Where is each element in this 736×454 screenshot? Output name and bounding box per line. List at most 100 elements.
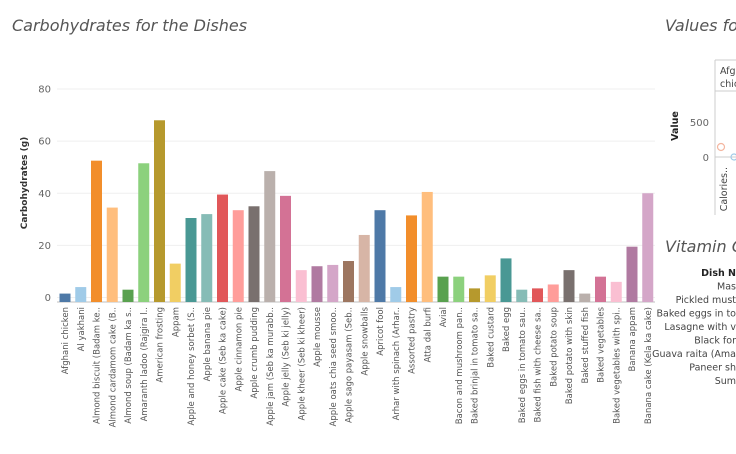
bar[interactable] [91,160,102,302]
x-tick-label: Apple cake (Seb ka cake) [219,307,229,414]
x-tick-label: Baked eggs in tomato sau.. [518,307,528,423]
y-tick-label: 20 [38,241,51,252]
bar[interactable] [469,288,480,302]
bar[interactable] [343,261,354,302]
x-tick-label: Baked egg [502,307,512,352]
dish-list-header: Dish N [701,268,736,279]
right-panel: Afgha chic Value 500 0 Calories.. Dish N… [652,59,736,387]
chart-title: Carbohydrates for the Dishes [12,16,248,35]
bar[interactable] [547,284,559,302]
x-tick-label: Baked potato soup [549,307,559,387]
bar[interactable] [453,276,465,302]
bar[interactable] [626,246,638,302]
bar[interactable] [122,289,134,302]
bar[interactable] [579,293,591,302]
dish-list-item: Baked eggs in to [657,309,736,320]
y-tick-label: 60 [38,137,51,148]
bar[interactable] [406,215,417,302]
bar[interactable] [437,276,449,302]
x-tick-label: Appam [171,307,181,337]
bar[interactable] [185,218,197,302]
x-tick-label: American frosting [156,307,166,383]
y-axis-ticks: 0 20 40 60 80 [38,85,51,305]
x-axis-labels: Afghani chicken Al yakhani Almond biscuit … [61,306,654,427]
bar[interactable] [500,258,512,302]
x-tick-label: Baked custard [486,307,496,368]
dish-list-item: Paneer sh [689,363,736,374]
bar[interactable] [532,288,543,302]
x-tick-label: Apple snowballs [360,306,370,375]
vitamin-c-title: Vitamin C [665,237,736,256]
x-tick-label: Almond soup (Badam ka s.. [124,307,134,424]
y-tick-label: 80 [38,85,51,96]
dish-list-item: Pickled must [676,295,736,306]
bar[interactable] [358,234,370,302]
x-tick-label: Apple jelly (Seb ki jelly) [282,307,292,407]
bar[interactable] [421,191,433,302]
y-tick-label: 0 [45,293,51,304]
x-tick-label: Atta dal burfi [423,307,433,363]
dish-list: Dish N Mas Pickled must Baked eggs in to Las… [652,268,736,387]
bar[interactable] [642,193,654,302]
y-axis-label: Carbohydrates (g) [20,137,30,230]
bar[interactable] [59,293,71,302]
bar[interactable] [154,120,165,303]
bar[interactable] [248,206,260,302]
x-tick-label: Arhar with spinach (Arhar.. [392,307,402,420]
x-tick-label: Apple banana pie [203,307,213,381]
bar[interactable] [516,289,528,302]
bar[interactable] [374,210,386,302]
x-tick-label: Apple mousse [313,307,323,367]
bar[interactable] [327,264,339,302]
x-tick-label: Amaranth ladoo (Rajgira l.. [140,307,150,421]
dish-list-item: Mas [717,282,736,293]
bar[interactable] [563,270,575,302]
x-tick-label: Baked fish with cheese sa.. [534,307,544,423]
bar[interactable] [280,195,291,302]
bar[interactable] [201,214,213,302]
y-tick-label: 40 [38,189,51,200]
x-tick-label: Banana cake (Kela ka cake) [644,307,654,424]
x-tick-label: Al yakhani [77,307,87,351]
x-tick-label: Apple kheer (Seb ki kheer) [297,307,307,420]
x-tick-label: Almond biscuit (Badam ke.. [93,307,103,424]
bar[interactable] [232,210,244,302]
right-value-label: Value [670,111,681,141]
bar[interactable] [390,287,402,302]
bar[interactable] [138,163,150,302]
x-tick-label: Avial [439,307,449,327]
x-tick-label: Apple crumb pudding [250,307,260,399]
x-tick-label: Apple cinnamon pie [234,307,244,391]
x-tick-label: Baked vegetables [597,306,607,382]
bar[interactable] [264,171,276,302]
dish-list-item: Guava raita (Ama [652,349,736,360]
x-tick-label: Apple sago payasam (Seb.. [345,307,355,423]
right-calories-label: Calories.. [719,167,730,211]
bar[interactable] [595,276,606,302]
x-tick-label: Apple jam (Seb ka murabb.. [266,307,276,426]
right-point-marker-2 [730,153,736,161]
bar[interactable] [217,194,228,302]
x-tick-label: Baked stuffed fish [581,307,591,384]
x-tick-label: Apricot fool [376,307,386,356]
x-tick-label: Baked brinjal in tomato sa.. [471,307,481,424]
bar[interactable] [610,281,622,302]
bar[interactable] [106,207,118,302]
right-box-text1: Afgha [720,66,736,77]
right-tick-0: 0 [703,153,709,164]
bar[interactable] [295,270,307,302]
x-tick-label: Banana appam [628,307,638,371]
bar[interactable] [75,287,87,302]
x-tick-label: Apple and honey sorbet (S.. [187,307,197,425]
x-tick-label: Assorted pastry [408,307,418,374]
bar[interactable] [311,266,323,302]
bars [59,120,654,303]
x-tick-label: Baked vegetables with spi.. [612,307,622,424]
bar[interactable] [484,275,496,302]
x-tick-label: Bacon and mushroom pan.. [455,307,465,424]
dish-list-item: Lasagne with v [664,322,736,333]
x-tick-label: Apple oats chia seed smoo.. [329,307,339,426]
bar[interactable] [169,263,181,302]
right-point-marker [716,142,726,152]
